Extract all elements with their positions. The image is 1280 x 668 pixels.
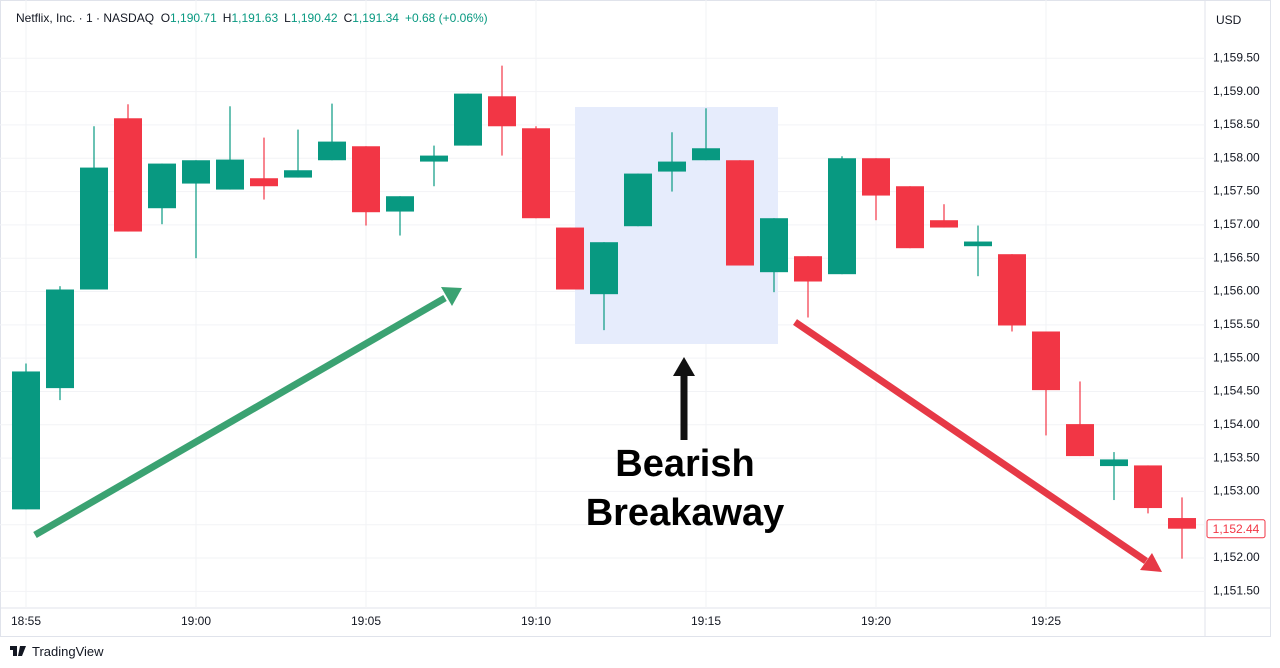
candle-body: [1100, 459, 1128, 467]
candle-body: [1066, 424, 1094, 457]
y-tick-label: 1,155.50: [1213, 317, 1260, 331]
y-tick-label: 1,154.50: [1213, 384, 1260, 398]
x-tick-label: 19:05: [351, 614, 381, 628]
ohlc-value: 1,191.63: [231, 11, 279, 25]
candle-body: [182, 160, 210, 184]
candle-body: [352, 146, 380, 213]
candle-body: [114, 118, 142, 232]
last-price-label: 1,152.44: [1213, 522, 1260, 536]
candle-body: [726, 160, 754, 266]
candle-body: [1168, 518, 1196, 529]
up-arrow: [33, 294, 447, 539]
candle-body: [454, 93, 482, 146]
y-tick-label: 1,158.00: [1213, 150, 1260, 164]
y-tick-label: 1,159.00: [1213, 84, 1260, 98]
change: +0.68 (+0.06%): [404, 11, 488, 25]
ohlc-value: 1,190.71: [170, 11, 217, 25]
candle-body: [930, 220, 958, 228]
down-arrow-head: [1140, 553, 1162, 572]
candle-body: [420, 155, 448, 162]
candle-body: [522, 128, 550, 219]
y-tick-label: 1,156.50: [1213, 250, 1260, 264]
candle-body: [794, 256, 822, 282]
frame: [0, 0, 1271, 637]
candle-body: [216, 159, 244, 190]
y-tick-label: 1,156.00: [1213, 284, 1260, 298]
y-tick-label: 1,153.50: [1213, 450, 1260, 464]
ohlc-key: C: [343, 11, 353, 25]
candle-body: [284, 170, 312, 178]
ohlc-value: 1,191.34: [352, 11, 399, 25]
candle-body: [1134, 465, 1162, 509]
y-tick-label: 1,159.50: [1213, 50, 1260, 64]
candles: [12, 65, 1196, 559]
symbol: Netflix, Inc. · 1 · NASDAQ: [16, 11, 155, 25]
currency[interactable]: USD: [1216, 13, 1242, 27]
logo-part: [13, 646, 17, 656]
candle-body: [12, 371, 40, 510]
last-price-tag: [1206, 519, 1266, 539]
candle-body: [760, 218, 788, 273]
candle-body: [658, 161, 686, 172]
candle-body: [488, 96, 516, 127]
y-tick-label: 1,154.00: [1213, 417, 1260, 431]
up-arrow-head: [441, 287, 462, 306]
x-tick-label: 18:55: [11, 614, 41, 628]
logo-part: [18, 646, 26, 656]
candle-body: [692, 148, 720, 161]
x-tick-label: 19:15: [691, 614, 721, 628]
x-tick-label: 19:10: [521, 614, 551, 628]
candle-body: [250, 178, 278, 187]
y-tick-label: 1,157.50: [1213, 184, 1260, 198]
candle-body: [998, 254, 1026, 326]
ohlc-key: H: [222, 11, 232, 25]
x-tick-label: 19:20: [861, 614, 891, 628]
x-tick-label: 19:00: [181, 614, 211, 628]
candle-body: [46, 289, 74, 389]
y-tick-label: 1,151.50: [1213, 584, 1260, 598]
candle-body: [862, 158, 890, 196]
candle-body: [318, 141, 346, 161]
annotation-arrow-head: [673, 357, 695, 376]
candle-body: [624, 173, 652, 227]
candle-body: [1032, 331, 1060, 391]
y-tick-label: 1,155.00: [1213, 350, 1260, 364]
logo: [10, 646, 26, 656]
annotation: Bearish Breakaway: [585, 443, 785, 534]
candle-body: [590, 242, 618, 295]
arrows: [33, 287, 1162, 572]
y-tick-label: 1,152.00: [1213, 550, 1260, 564]
candle-body: [148, 163, 176, 209]
ohlc-key: L: [284, 11, 291, 25]
candle-body: [964, 241, 992, 247]
down-arrow: [793, 319, 1148, 564]
y-tick-label: 1,158.50: [1213, 117, 1260, 131]
candle-body: [556, 227, 584, 290]
ohlc-key: O: [160, 11, 171, 25]
symbol-header: Netflix, Inc. · 1 · NASDAQ O1,190.71 H1,1…: [16, 11, 494, 25]
candle-body: [80, 167, 108, 290]
candle-body: [828, 158, 856, 275]
brand[interactable]: TradingView: [32, 644, 104, 659]
candle-body: [896, 186, 924, 249]
ohlc-value: 1,190.42: [290, 11, 338, 25]
y-tick-label: 1,153.00: [1213, 484, 1260, 498]
candle-body: [386, 196, 414, 212]
y-tick-label: 1,157.00: [1213, 217, 1260, 231]
x-tick-label: 19:25: [1031, 614, 1061, 628]
